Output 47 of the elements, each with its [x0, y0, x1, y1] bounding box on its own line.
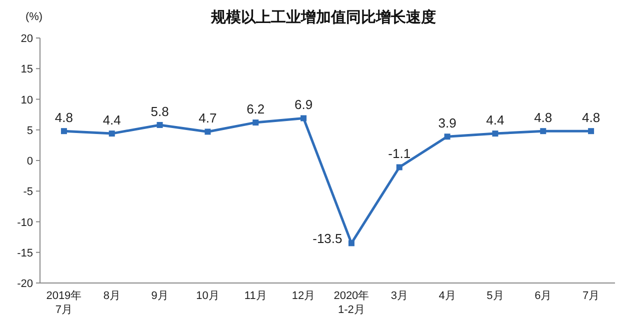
x-tick-label: 9月: [151, 290, 168, 302]
data-label: 4.4: [486, 112, 504, 128]
data-label: 5.8: [150, 104, 169, 119]
x-tick-label: 2019年 7月: [46, 290, 82, 316]
y-tick-label: 20: [20, 33, 33, 45]
x-tick-label: 11月: [244, 290, 267, 302]
y-tick-label: -10: [17, 216, 33, 229]
data-label: 4.4: [102, 112, 121, 128]
point: [348, 240, 354, 246]
y-tick-label: 15: [20, 64, 33, 76]
data-label: 6.9: [294, 97, 313, 112]
x-tick-label: 12月: [292, 290, 316, 302]
data-label: 4.7: [198, 110, 217, 126]
y-tick-label: -20: [17, 278, 33, 290]
y-tick-label: 10: [20, 94, 33, 106]
x-tick-label: 10月: [196, 290, 220, 302]
x-tick-label: 5月: [486, 290, 504, 302]
chart-title: 规模以上工业增加值同比增长速度: [210, 8, 436, 26]
point: [444, 134, 450, 140]
y-axis-title: (%): [25, 11, 43, 23]
y-tick-label: -5: [23, 186, 33, 198]
point: [540, 128, 546, 134]
y-tick-label: 0: [26, 156, 33, 168]
x-tick-label: 4月: [438, 290, 456, 302]
point: [396, 164, 402, 170]
x-tick-label: 2020年 1-2月: [334, 290, 370, 316]
data-label: 6.2: [246, 102, 265, 117]
data-label: 3.9: [438, 116, 456, 131]
point: [156, 122, 163, 128]
x-tick-label: 3月: [390, 290, 408, 302]
data-label: -1.1: [388, 146, 411, 162]
point: [204, 128, 211, 135]
x-tick-label: 8月: [103, 290, 120, 302]
x-tick-label: 7月: [582, 290, 600, 302]
point: [252, 120, 259, 126]
point: [588, 128, 594, 134]
data-label: 4.8: [582, 110, 600, 126]
data-label: 4.8: [54, 110, 73, 126]
point: [492, 130, 498, 137]
y-tick-label: -15: [17, 247, 33, 260]
y-tick-label: 5: [26, 124, 33, 137]
point: [60, 128, 67, 134]
data-label: 4.8: [534, 110, 552, 126]
point: [108, 130, 115, 137]
data-label: -13.5: [312, 231, 342, 246]
x-tick-label: 6月: [534, 290, 552, 302]
point: [300, 115, 307, 122]
